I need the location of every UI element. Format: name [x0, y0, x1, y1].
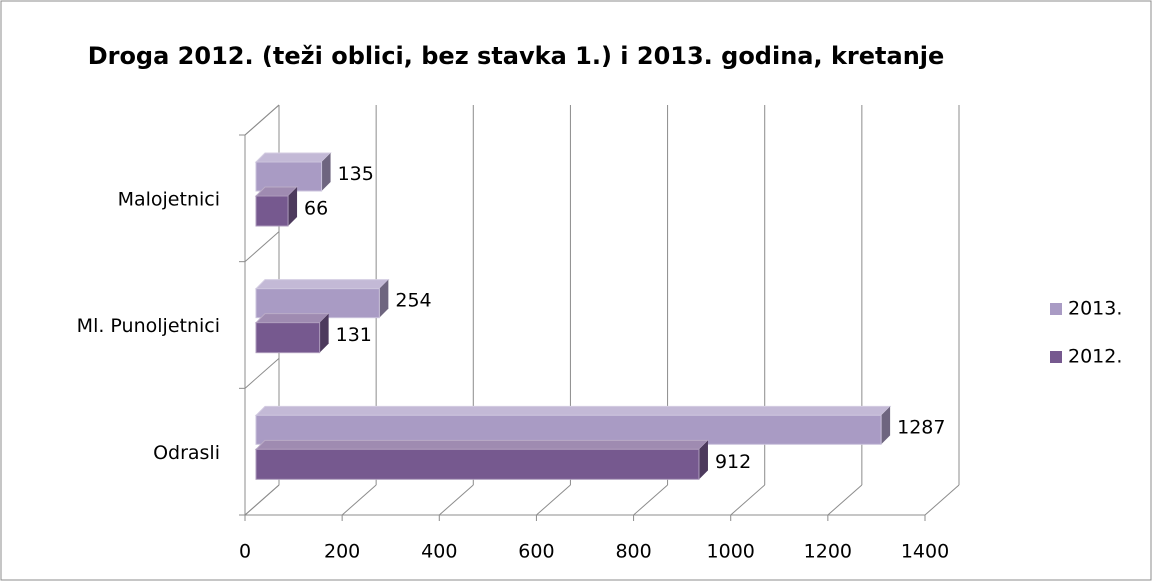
legend-swatch [1050, 351, 1062, 363]
bar-top [254, 405, 892, 416]
category-tick [244, 231, 280, 263]
category-label: Ml. Punoljetnici [77, 315, 220, 337]
grid-line [730, 484, 766, 516]
legend-label: 2012. [1068, 346, 1122, 368]
x-tick-label: 1000 [707, 541, 755, 563]
x-tick-label: 600 [518, 541, 554, 563]
grid-line [827, 484, 863, 516]
x-tick-label: 200 [324, 541, 360, 563]
bar-side [319, 313, 329, 353]
bar [255, 414, 882, 445]
bar-side [379, 279, 389, 318]
category-label: Odrasli [153, 442, 220, 464]
bar-side [321, 153, 331, 191]
grid-line [924, 484, 960, 516]
category-label: Malojetnici [118, 189, 220, 211]
grid-line [438, 484, 474, 516]
x-tick-label: 1400 [901, 541, 949, 563]
bar-top [254, 439, 710, 450]
legend-swatch [1050, 303, 1062, 315]
bar [255, 322, 321, 354]
grid-line [341, 484, 377, 516]
bar [255, 195, 289, 227]
bar [255, 448, 700, 480]
category-tick [244, 104, 280, 136]
value-label: 254 [395, 290, 431, 312]
value-label: 1287 [897, 416, 945, 438]
x-tick-label: 0 [239, 541, 251, 563]
x-tick-label: 1200 [804, 541, 852, 563]
bar [255, 161, 323, 192]
value-label: 135 [338, 163, 374, 185]
category-tick [244, 357, 280, 389]
legend-label: 2013. [1068, 298, 1122, 320]
bar-side [881, 406, 891, 445]
bar-top [254, 279, 390, 290]
grid-line [633, 484, 668, 516]
bar-top [254, 313, 330, 324]
bar-side [698, 440, 708, 480]
x-tick-label: 400 [421, 541, 457, 563]
bar-side [288, 187, 298, 226]
chart-title: Droga 2012. (teži oblici, bez stavka 1.)… [88, 42, 945, 70]
value-label: 66 [304, 198, 328, 220]
x-tick-label: 800 [615, 541, 651, 563]
grid-line [536, 484, 571, 516]
value-label: 912 [715, 451, 751, 473]
bar-top [254, 152, 332, 163]
grid-line [244, 484, 280, 516]
value-label: 131 [336, 324, 372, 346]
